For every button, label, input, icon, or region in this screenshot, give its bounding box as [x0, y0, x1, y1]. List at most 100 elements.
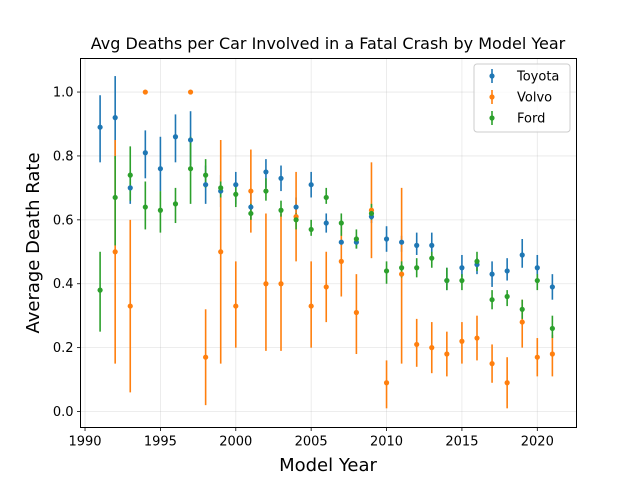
volvo-point — [459, 338, 465, 344]
data-points — [97, 89, 555, 386]
toyota-point — [233, 182, 239, 188]
x-tick-label: 1990 — [68, 435, 101, 450]
ford-point — [157, 207, 164, 213]
toyota-point — [127, 185, 133, 191]
toyota-point — [203, 182, 209, 188]
toyota-point — [172, 134, 179, 140]
x-tick-label: 2000 — [219, 435, 252, 450]
y-tick-label: 0.4 — [53, 277, 74, 292]
x-axis-ticks: 1990 1995 2000 2005 2010 2015 2020 — [68, 427, 554, 450]
volvo-point — [504, 380, 510, 386]
ford-point — [459, 277, 465, 284]
toyota-point — [97, 124, 103, 130]
volvo-point — [112, 249, 118, 255]
x-tick-label: 1995 — [144, 435, 177, 450]
toyota-point — [489, 271, 495, 277]
legend-toyota-marker — [489, 73, 495, 79]
ford-point — [203, 172, 209, 178]
x-tick-label: 2005 — [295, 435, 328, 450]
volvo-point — [323, 284, 329, 290]
volvo-point — [444, 351, 450, 357]
y-axis-label: Average Death Rate — [23, 152, 44, 333]
legend: Toyota Volvo Ford — [473, 63, 571, 133]
ford-point — [142, 204, 148, 210]
ford-point — [248, 210, 254, 217]
volvo-point — [218, 249, 224, 255]
volvo-point — [549, 351, 555, 357]
volvo-point — [414, 341, 420, 348]
volvo-point — [187, 89, 194, 95]
y-tick-label: 0.2 — [53, 341, 74, 356]
volvo-point — [233, 303, 239, 309]
x-axis-label: Model Year — [279, 455, 377, 476]
ford-point — [549, 325, 555, 332]
ford-point — [399, 265, 405, 271]
volvo-point — [278, 281, 284, 287]
chart-title: Avg Deaths per Car Involved in a Fatal C… — [91, 34, 566, 53]
y-tick-label: 0.8 — [53, 149, 74, 164]
x-tick-label: 2010 — [370, 435, 403, 450]
volvo-point — [142, 89, 148, 95]
toyota-point — [383, 236, 390, 242]
volvo-point — [399, 271, 405, 277]
toyota-point — [323, 220, 329, 226]
ford-point — [353, 236, 359, 242]
ford-point — [97, 287, 103, 293]
ford-point — [127, 172, 133, 178]
volvo-point — [383, 380, 390, 386]
volvo-point — [519, 319, 525, 325]
legend-ford-label: Ford — [517, 112, 545, 127]
toyota-point — [534, 265, 540, 271]
toyota-point — [308, 182, 314, 188]
x-tick-label: 2015 — [445, 435, 478, 450]
ford-point — [187, 166, 194, 172]
x-tick-label: 2020 — [521, 435, 554, 450]
legend-volvo-marker — [489, 94, 495, 100]
volvo-point — [263, 281, 269, 287]
legend-toyota-label: Toyota — [516, 70, 559, 85]
toyota-point — [157, 166, 164, 172]
toyota-point — [459, 265, 465, 271]
ford-point — [474, 258, 480, 264]
ford-point — [489, 297, 495, 303]
toyota-point — [399, 239, 405, 245]
ford-point — [172, 201, 179, 207]
ford-point — [429, 255, 435, 261]
volvo-point — [127, 303, 133, 309]
legend-box — [473, 63, 571, 133]
legend-ford-marker — [489, 115, 495, 121]
ford-point — [263, 188, 269, 194]
volvo-point — [338, 258, 344, 264]
toyota-point — [263, 169, 269, 175]
volvo-point — [474, 335, 480, 341]
volvo-point — [489, 361, 495, 367]
legend-volvo-label: Volvo — [517, 91, 552, 106]
toyota-point — [248, 204, 254, 210]
y-tick-label: 0.6 — [53, 213, 74, 228]
ford-point — [383, 268, 390, 274]
y-axis-ticks: 0.0 0.2 0.4 0.6 0.8 1.0 — [53, 86, 81, 420]
ford-point — [519, 306, 525, 312]
toyota-point — [549, 284, 555, 290]
volvo-point — [534, 354, 540, 360]
volvo-point — [248, 188, 254, 194]
ford-point — [444, 277, 450, 284]
volvo-point — [429, 345, 435, 351]
ford-point — [218, 185, 224, 191]
ford-point — [278, 207, 284, 213]
ford-point — [504, 293, 510, 300]
ford-point — [338, 220, 344, 226]
ford-point — [534, 277, 540, 284]
toyota-point — [112, 115, 118, 121]
volvo-point — [308, 303, 314, 309]
y-tick-label: 1.0 — [53, 86, 74, 101]
ford-point — [414, 265, 420, 271]
toyota-point — [187, 137, 194, 143]
toyota-point — [142, 150, 148, 156]
ford-point — [308, 226, 314, 233]
toyota-point — [429, 242, 435, 248]
toyota-point — [414, 242, 420, 248]
toyota-point — [519, 252, 525, 258]
plot-area-frame — [80, 58, 577, 428]
